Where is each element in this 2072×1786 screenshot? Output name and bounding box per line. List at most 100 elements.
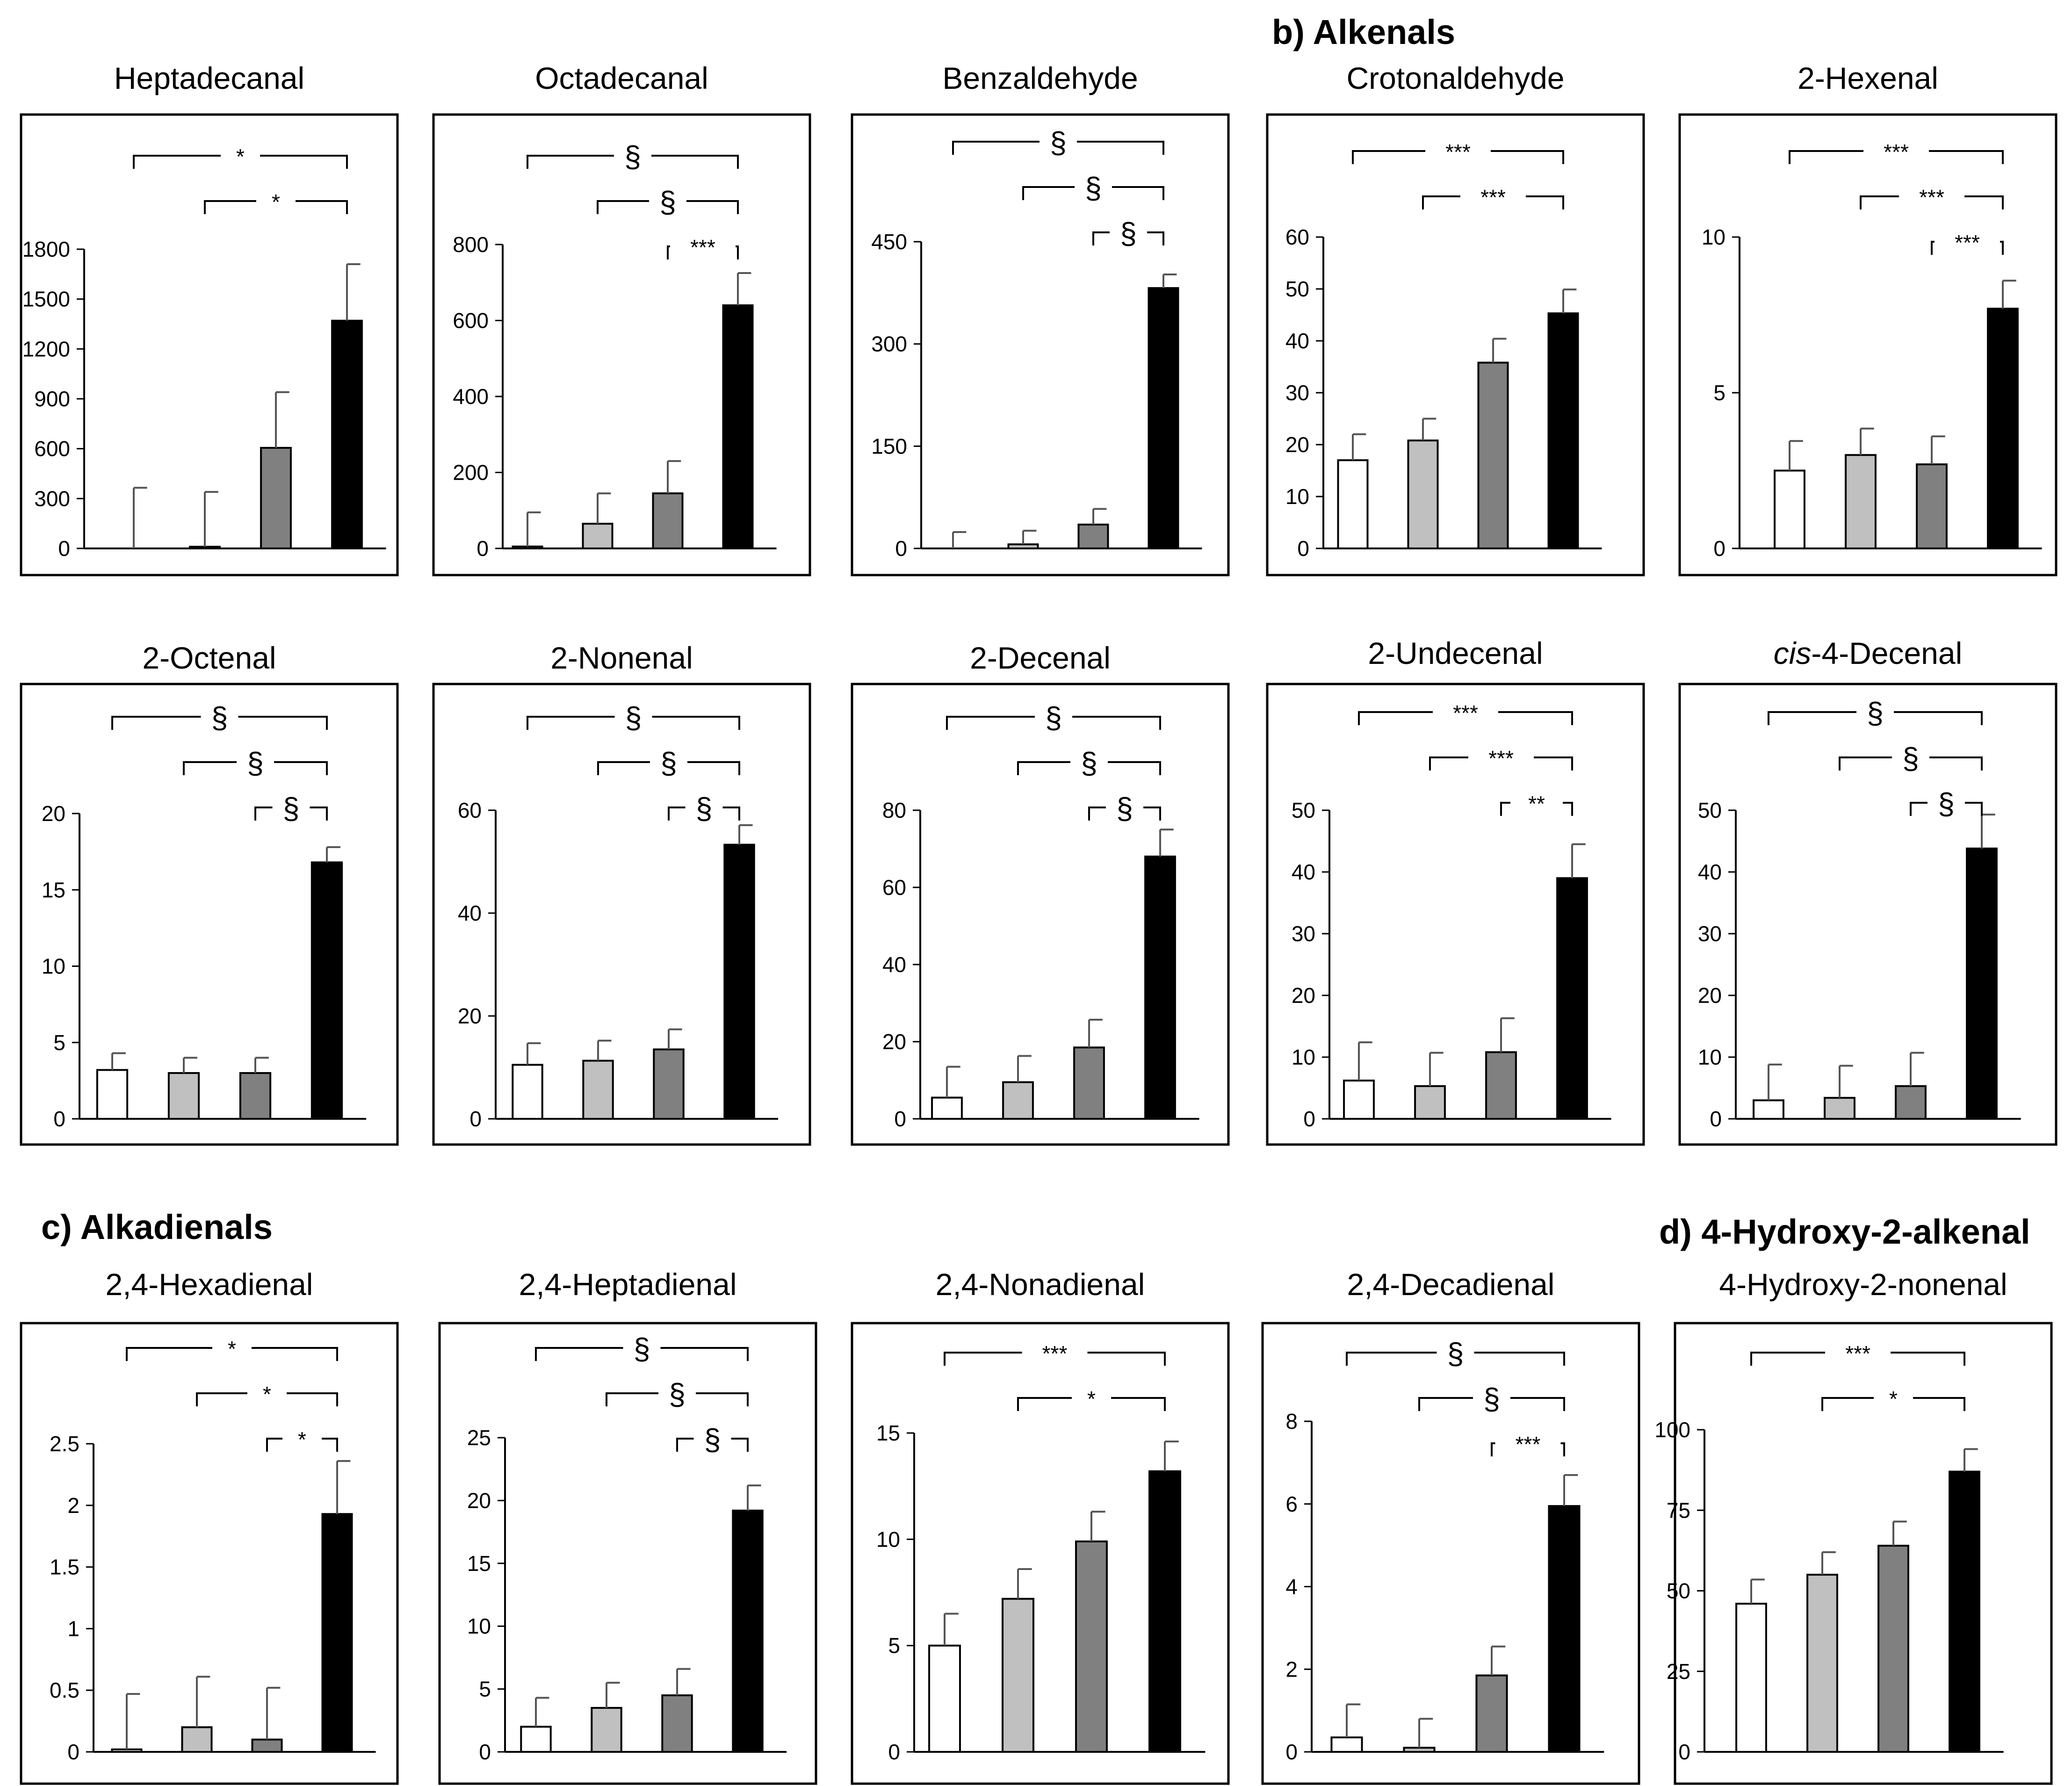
significance-label: * [263, 1382, 271, 1406]
y-tick-label: 0 [1713, 536, 1725, 561]
bar [582, 1059, 614, 1120]
bar [1403, 1747, 1436, 1753]
chart-panel: 2-Octenal 0 5 10 15 20 § § § [20, 641, 399, 1146]
significance-bracket-right [722, 807, 740, 821]
significance-label: *** [1445, 140, 1471, 164]
y-tick-label: 5 [888, 1634, 900, 1658]
chart-panel: cis-4-Decenal 0 10 20 30 40 50 § § § [1678, 636, 2058, 1146]
chart-frame [20, 683, 399, 1146]
bar [1343, 1080, 1375, 1120]
section-title-c: c) Alkadienals [41, 1208, 273, 1246]
y-tick-label: 10 [1702, 225, 1725, 249]
significance-bracket-right [1965, 802, 1983, 816]
significance-label: § [625, 701, 642, 735]
bar [251, 1738, 283, 1753]
y-tick-label: 75 [1667, 1498, 1690, 1522]
chart-panel: 2-Decenal 0 20 40 60 80 § § § [851, 641, 1230, 1146]
significance-bracket-right [1510, 1397, 1565, 1411]
y-tick-label: 900 [34, 387, 70, 411]
significance-bracket-left [196, 1392, 247, 1406]
significance-bracket-right [1143, 807, 1161, 821]
significance-bracket-left [133, 155, 221, 169]
significance-bracket-right [1526, 195, 1564, 209]
significance-bracket-left [1860, 195, 1899, 209]
chart-panel: 2-Hexenal 0 5 10 *** *** *** [1678, 61, 2058, 576]
bar [931, 1096, 963, 1120]
bar [1987, 308, 2019, 549]
chart-frame [1261, 1322, 1640, 1785]
y-tick-label: 0 [1303, 1107, 1315, 1131]
y-tick-label: 800 [453, 232, 489, 257]
bar [331, 319, 363, 550]
chart-title: 2,4-Decadienal [1347, 1267, 1555, 1302]
y-tick-label: 0 [1678, 1740, 1690, 1764]
y-tick-label: 100 [1654, 1418, 1690, 1442]
y-tick-label: 15 [467, 1551, 491, 1576]
bar [310, 861, 343, 1120]
significance-bracket-left [946, 716, 1035, 730]
y-tick-label: 30 [1292, 922, 1315, 946]
y-tick-label: 10 [1285, 484, 1309, 509]
bar [260, 446, 292, 550]
significance-bracket-right [1891, 1352, 1965, 1366]
y-tick-label: 30 [1698, 922, 1722, 946]
chart-frame [851, 1322, 1230, 1785]
significance-bracket-left [944, 1352, 1022, 1366]
significance-bracket-right [1111, 1397, 1166, 1411]
bar [1877, 1545, 1909, 1753]
bar [96, 1069, 129, 1120]
chart-panel: 2,4-Heptadienal 0 5 10 15 20 25 § § § [438, 1267, 817, 1785]
y-tick-label: 10 [42, 954, 65, 979]
significance-label: § [659, 185, 676, 219]
significance-bracket-right [651, 155, 739, 169]
y-tick-label: 50 [1698, 798, 1722, 822]
chart-title: 2-Hexenal [1798, 61, 1938, 95]
significance-bracket-right [1929, 756, 1983, 771]
significance-label: *** [1453, 701, 1478, 725]
chart-panel: Benzaldehyde 0 150 300 450 § § § [851, 61, 1230, 576]
significance-bracket-right [660, 1347, 749, 1361]
chart-frame [1266, 683, 1645, 1146]
chart-panel: Heptadecanal 0 300 600 900 1200 1500 1800 * * [20, 61, 399, 576]
significance-bracket-right [687, 761, 740, 775]
y-tick-label: 40 [1292, 860, 1315, 884]
significance-label: *** [690, 235, 715, 259]
significance-bracket-left [1022, 186, 1075, 200]
y-tick-label: 0.5 [50, 1678, 79, 1702]
bar [1407, 439, 1439, 549]
y-tick-label: 40 [1285, 329, 1309, 353]
y-tick-label: 15 [42, 878, 65, 902]
y-tick-label: 0 [1710, 1107, 1722, 1131]
chart-panel: 2-Nonenal 0 20 40 60 § § § [432, 641, 811, 1146]
y-tick-label: 450 [871, 230, 907, 254]
significance-bracket-right [296, 200, 348, 214]
y-tick-label: 0 [1285, 1740, 1298, 1764]
y-tick-label: 20 [1292, 983, 1315, 1008]
significance-bracket-right [1147, 231, 1164, 245]
significance-label: *** [1955, 230, 1980, 255]
chart-title: Octadecanal [535, 61, 708, 95]
y-tick-label: 60 [458, 798, 482, 822]
y-tick-label: 5 [479, 1677, 491, 1701]
significance-bracket-left [111, 716, 201, 730]
y-tick-label: 10 [1698, 1045, 1722, 1069]
significance-bracket-right [322, 1438, 338, 1452]
significance-label: § [669, 1377, 686, 1411]
bar [1547, 312, 1579, 549]
y-tick-label: 0 [53, 1107, 65, 1131]
y-tick-label: 0 [479, 1740, 491, 1764]
bar [1330, 1736, 1363, 1753]
significance-label: * [298, 1427, 306, 1452]
y-tick-label: 0 [1297, 536, 1309, 561]
y-tick-label: 1.5 [50, 1555, 79, 1579]
significance-bracket-right [238, 716, 328, 730]
significance-label: § [624, 140, 641, 173]
y-tick-label: 5 [1713, 381, 1725, 405]
chart-title: 2,4-Nonadienal [936, 1267, 1145, 1302]
section-title-d: d) 4-Hydroxy-2-alkenal [1659, 1212, 2030, 1251]
bar [1475, 1674, 1508, 1753]
significance-bracket-left [1768, 711, 1856, 725]
